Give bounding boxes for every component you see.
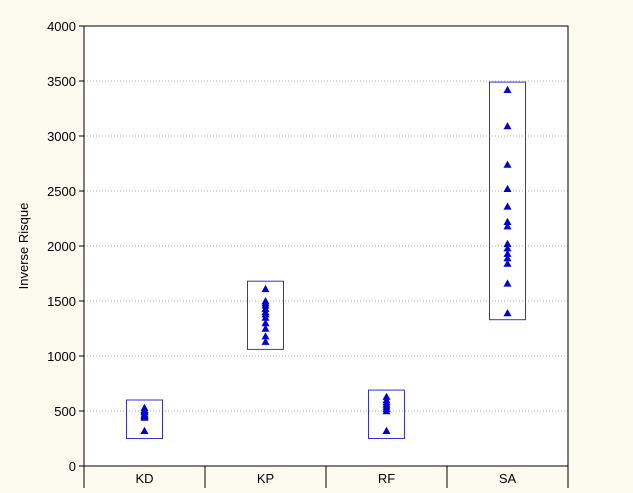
range-box-kp: [247, 280, 284, 350]
y-tick-label-1500: 1500: [47, 294, 76, 309]
range-box-kd: [126, 399, 163, 439]
marker-sa-11: [503, 259, 512, 267]
x-tick-label-sa: SA: [499, 471, 517, 486]
range-boxes: [126, 81, 526, 440]
range-box-sa: [489, 81, 526, 321]
plot-area: [84, 26, 568, 466]
y-tick-label-2500: 2500: [47, 184, 76, 199]
axes: 0 500 1000 1500 2000 2500 3000 3500 4000 KD KP RF SA: [47, 19, 569, 488]
marker-kp-7: [261, 313, 270, 321]
marker-kd-7: [140, 413, 149, 421]
marker-kp-11: [261, 337, 270, 345]
marker-sa-12: [503, 279, 512, 287]
marker-sa-9: [503, 249, 512, 257]
data-markers: [140, 85, 512, 434]
marker-sa-1: [503, 122, 512, 130]
y-tick-label-3500: 3500: [47, 74, 76, 89]
y-tick-label-500: 500: [54, 404, 76, 419]
y-tick-label-4000: 4000: [47, 19, 76, 34]
y-tick-label-0: 0: [69, 459, 76, 474]
marker-sa-10: [503, 254, 512, 262]
marker-rf-6: [382, 407, 391, 415]
range-box-rf: [368, 389, 405, 440]
marker-sa-13: [503, 309, 512, 317]
y-tick-label-3000: 3000: [47, 129, 76, 144]
marker-sa-0: [503, 85, 512, 93]
marker-kp-9: [261, 324, 270, 332]
marker-sa-8: [503, 244, 512, 252]
marker-kp-8: [261, 319, 270, 327]
marker-sa-4: [503, 202, 512, 210]
marker-sa-3: [503, 184, 512, 192]
marker-sa-5: [503, 217, 512, 225]
marker-sa-2: [503, 160, 512, 168]
x-tick-label-kd: KD: [135, 471, 153, 486]
y-axis-title: Inverse Risque: [16, 203, 31, 290]
y-tick-label-1000: 1000: [47, 349, 76, 364]
marker-rf-7: [382, 426, 391, 434]
x-tick-label-kp: KP: [257, 471, 274, 486]
marker-kp-10: [261, 332, 270, 340]
marker-kd-8: [140, 426, 149, 434]
marker-kp-0: [261, 284, 270, 293]
marker-sa-6: [503, 222, 512, 230]
y-tick-label-2000: 2000: [47, 239, 76, 254]
x-tick-label-rf: RF: [378, 471, 395, 486]
marker-sa-7: [503, 239, 512, 247]
